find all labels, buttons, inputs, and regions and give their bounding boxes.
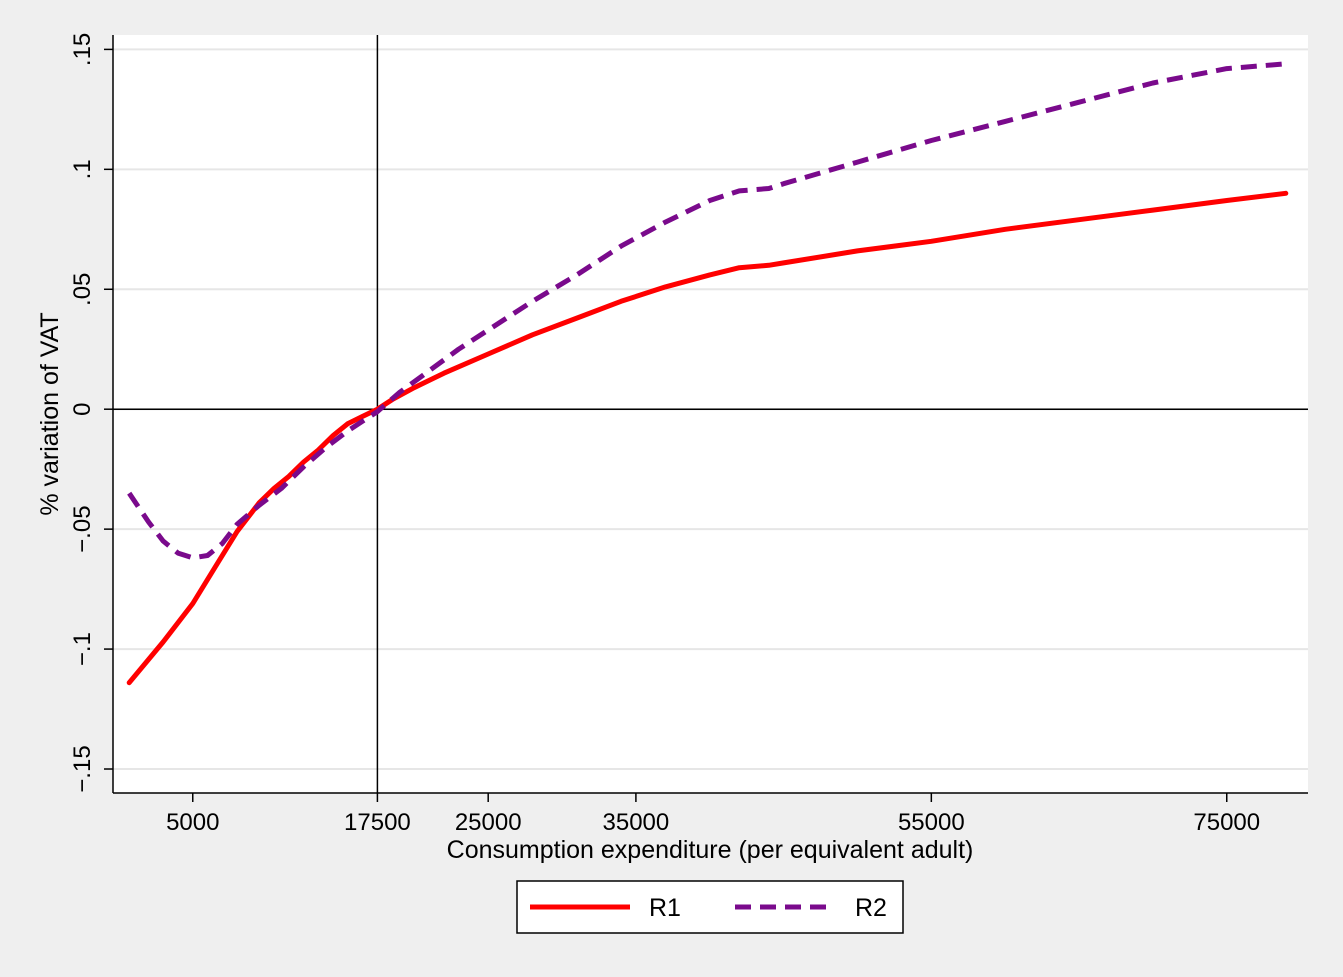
y-tick-label-5: .1 xyxy=(69,159,96,179)
y-tick-labels: −.15 −.1 −.05 0 .05 .1 .15 xyxy=(69,33,96,793)
x-tick-label-5: 75000 xyxy=(1193,809,1260,836)
series-lines xyxy=(126,61,1289,686)
y-tick-label-2: −.05 xyxy=(69,505,96,552)
y-axis-title: % variation of VAT xyxy=(36,312,64,515)
legend-label-r1: R1 xyxy=(649,894,681,922)
legend-label-r2: R2 xyxy=(855,894,887,922)
y-tick-label-0: −.15 xyxy=(69,745,96,792)
x-tick-label-0: 5000 xyxy=(166,809,219,836)
x-tick-label-1: 17500 xyxy=(344,809,411,836)
y-tick-label-4: .05 xyxy=(69,273,96,306)
y-tick-label-1: −.1 xyxy=(69,632,96,666)
y-tick-label-3: 0 xyxy=(69,403,96,416)
legend: R1 R2 xyxy=(516,880,904,934)
x-tick-labels: 5000 17500 25000 35000 55000 75000 xyxy=(166,809,1260,836)
x-tick-label-3: 35000 xyxy=(603,809,670,836)
x-axis-title: Consumption expenditure (per equivalent … xyxy=(447,836,974,864)
x-tick-label-4: 55000 xyxy=(898,809,965,836)
x-tick-label-2: 25000 xyxy=(455,809,522,836)
y-tick-label-6: .15 xyxy=(69,33,96,66)
series-line-r1 xyxy=(126,190,1289,686)
plot-area xyxy=(113,35,1308,793)
axes xyxy=(104,35,1308,802)
